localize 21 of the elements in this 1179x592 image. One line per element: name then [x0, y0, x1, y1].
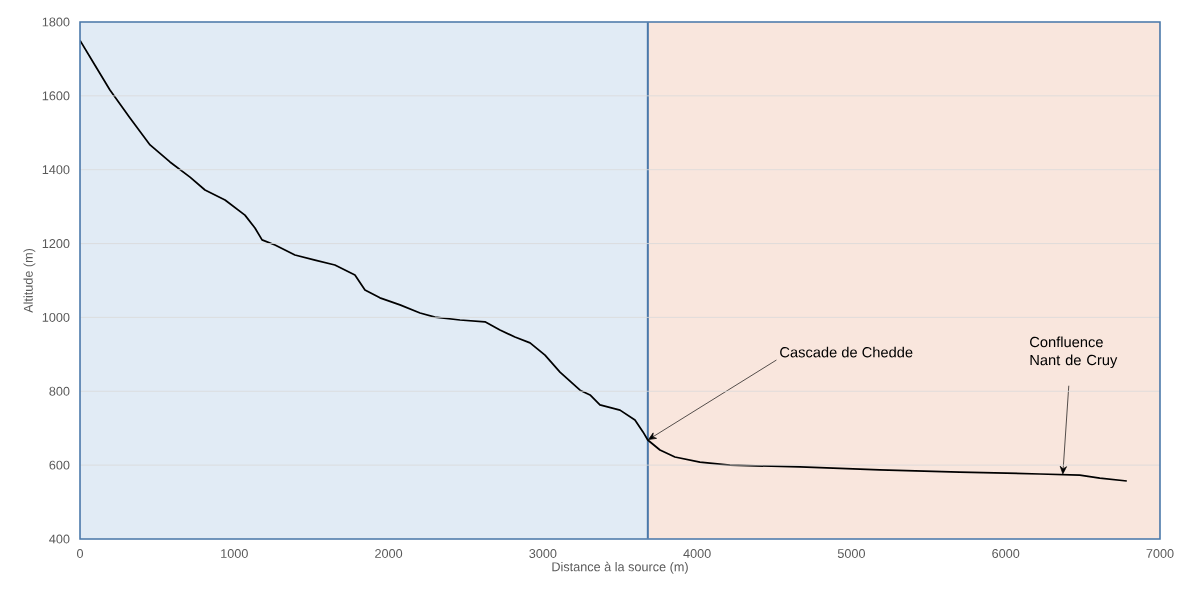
x-axis-title: Distance à la source (m) — [552, 561, 688, 574]
x-tick-label: 4000 — [683, 549, 711, 558]
y-tick-label: 1200 — [42, 239, 70, 249]
annotation: Cascade de Chedde — [780, 346, 913, 358]
y-tick-label: 1400 — [42, 165, 70, 175]
y-tick-label: 1000 — [42, 312, 70, 322]
line-series — [80, 39, 1128, 482]
y-axis-title: Altitude (m) — [23, 248, 36, 313]
x-tick-label: 1000 — [221, 549, 248, 558]
y-tick-label: 1600 — [42, 91, 70, 101]
x-tick-label: 2000 — [375, 549, 403, 558]
y-tick-label: 600 — [49, 460, 70, 470]
y-tick-label: 1800 — [42, 17, 70, 27]
x-tick-label: 3000 — [529, 549, 557, 558]
x-tick-label: 5000 — [837, 549, 866, 558]
y-tick-label: 800 — [49, 386, 70, 396]
x-tick-label: 6000 — [992, 549, 1020, 558]
annotation: Confluence Nant de Cruy — [1030, 336, 1118, 369]
y-tick-label: 400 — [49, 534, 70, 544]
x-tick-label: 0 — [76, 549, 84, 558]
x-tick-label: 7000 — [1146, 549, 1174, 558]
